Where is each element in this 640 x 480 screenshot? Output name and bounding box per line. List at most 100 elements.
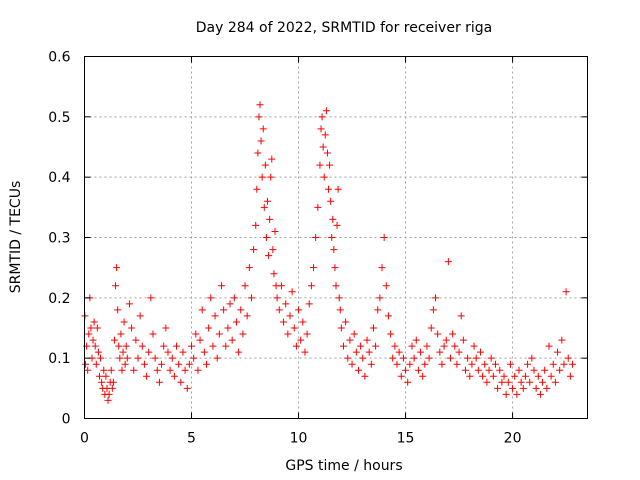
data-point	[536, 390, 544, 398]
data-point	[447, 354, 455, 362]
data-point	[134, 354, 142, 362]
data-point	[457, 312, 465, 320]
data-point	[295, 306, 303, 314]
data-point	[237, 306, 245, 314]
data-point	[509, 384, 517, 392]
data-point	[489, 372, 497, 380]
data-point	[307, 282, 315, 290]
data-point	[357, 342, 365, 350]
data-point	[500, 372, 508, 380]
data-point	[108, 384, 116, 392]
data-point	[318, 113, 326, 121]
data-point	[449, 330, 457, 338]
data-point	[539, 378, 547, 386]
data-point	[399, 354, 407, 362]
data-point	[342, 318, 350, 326]
data-point	[173, 342, 181, 350]
data-point	[367, 360, 375, 368]
data-point	[121, 360, 129, 368]
data-point	[85, 330, 93, 338]
y-tick-label: 0	[62, 412, 71, 428]
data-point	[417, 348, 425, 356]
data-point	[444, 258, 452, 266]
data-point	[410, 354, 418, 362]
data-point	[453, 360, 461, 368]
axis-ticks	[84, 56, 588, 419]
data-point	[84, 366, 92, 374]
data-point	[369, 324, 377, 332]
data-point	[232, 318, 240, 326]
data-point	[532, 384, 540, 392]
data-point	[483, 378, 491, 386]
data-point	[325, 185, 333, 193]
data-point	[143, 372, 151, 380]
data-point	[560, 360, 568, 368]
data-point	[290, 324, 298, 332]
data-point	[257, 137, 265, 145]
data-point	[404, 378, 412, 386]
data-point	[253, 185, 261, 193]
data-point	[412, 336, 420, 344]
data-point	[466, 372, 474, 380]
data-point	[425, 354, 433, 362]
data-point	[513, 390, 521, 398]
data-point	[220, 306, 228, 314]
data-point	[162, 324, 170, 332]
data-point	[213, 354, 221, 362]
data-point	[556, 366, 564, 374]
y-tick-label: 0.4	[48, 170, 70, 186]
data-point	[179, 348, 187, 356]
data-point	[432, 294, 440, 302]
data-point	[217, 282, 225, 290]
data-point	[198, 306, 206, 314]
data-point	[402, 366, 410, 374]
data-point	[359, 354, 367, 362]
data-point	[517, 378, 525, 386]
data-point	[391, 342, 399, 350]
data-point	[107, 366, 115, 374]
data-point	[528, 354, 536, 362]
data-point	[348, 360, 356, 368]
data-point	[554, 348, 562, 356]
y-tick-label: 0.6	[48, 50, 70, 66]
data-point	[264, 197, 272, 205]
data-point	[479, 372, 487, 380]
data-point	[487, 354, 495, 362]
data-point	[335, 294, 343, 302]
data-point	[504, 378, 512, 386]
data-point	[286, 312, 294, 320]
data-point	[337, 324, 345, 332]
data-point	[326, 161, 334, 169]
data-point	[196, 336, 204, 344]
data-point	[305, 300, 313, 308]
data-point	[190, 354, 198, 362]
data-point	[322, 107, 330, 115]
y-tick-label: 0.1	[48, 351, 70, 367]
x-tick-label: 5	[187, 431, 196, 447]
data-point	[436, 348, 444, 356]
data-point	[113, 264, 121, 272]
data-point	[97, 354, 105, 362]
data-point	[247, 294, 255, 302]
data-point	[361, 372, 369, 380]
data-point	[125, 300, 133, 308]
data-point	[116, 354, 124, 362]
data-point	[511, 372, 519, 380]
data-point	[122, 342, 130, 350]
data-point	[114, 306, 122, 314]
chart-title: Day 284 of 2022, SRMTID for receiver rig…	[196, 20, 493, 36]
data-point	[344, 354, 352, 362]
data-point	[280, 318, 288, 326]
data-point	[102, 372, 110, 380]
data-point	[271, 227, 279, 235]
data-point	[288, 288, 296, 296]
data-point	[119, 348, 127, 356]
data-point	[472, 354, 480, 362]
data-point	[177, 378, 185, 386]
data-point	[155, 378, 163, 386]
data-point	[319, 143, 327, 151]
data-point	[239, 330, 247, 338]
data-point	[115, 342, 123, 350]
data-point	[89, 336, 97, 344]
data-point	[547, 372, 555, 380]
